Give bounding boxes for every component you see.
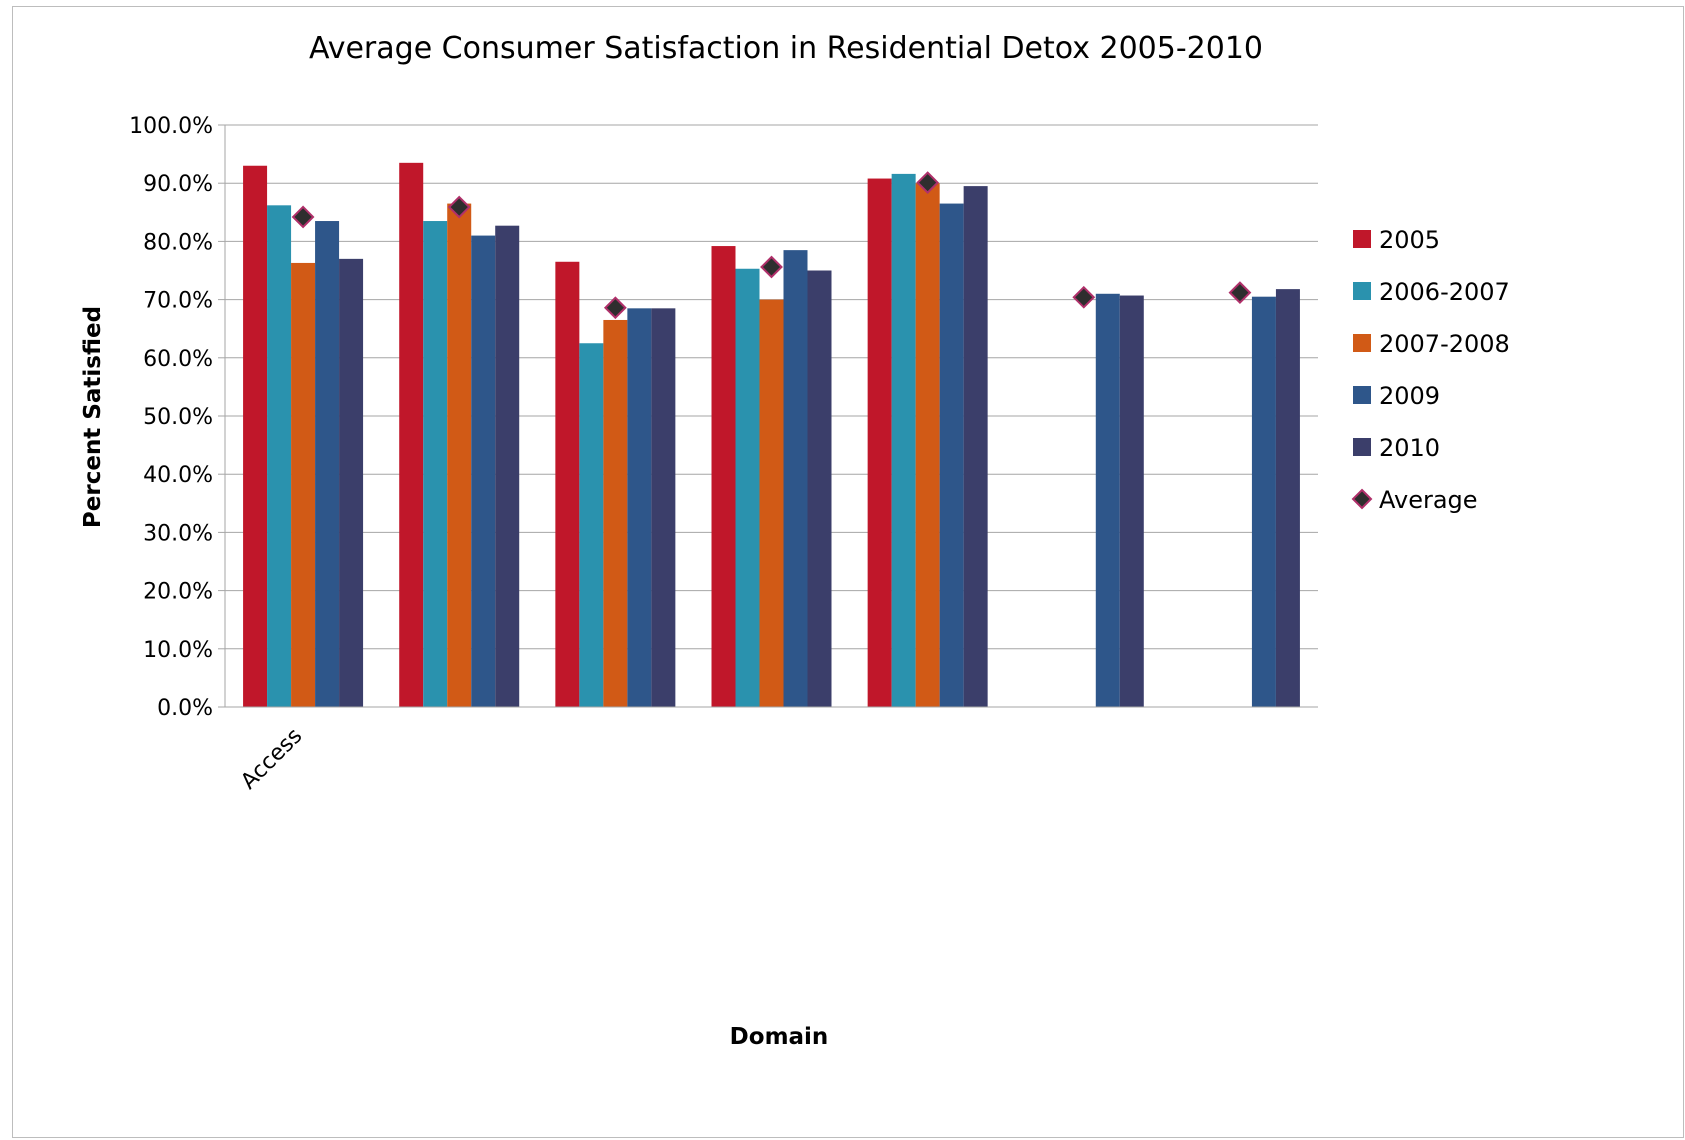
bar-2007-2008 (291, 262, 316, 707)
bar-2009 (783, 250, 808, 707)
y-tick-label: 60.0% (143, 347, 213, 372)
x-tick-label: Access (236, 724, 307, 795)
bar-2007-2008 (915, 183, 940, 707)
bar-2007-2008 (759, 299, 784, 707)
average-markers (291, 171, 1252, 320)
legend: 2005 2006-2007 2007-2008 2009 2010 Average (1351, 226, 1510, 514)
marker-average (1072, 285, 1096, 309)
y-tick-label: 90.0% (143, 172, 213, 197)
legend-swatch-2005 (1353, 230, 1371, 248)
x-axis-title: Domain (730, 1024, 829, 1050)
legend-label-2005: 2005 (1379, 226, 1440, 254)
bar-chart: Average Consumer Satisfaction in Residen… (80, 31, 1510, 1050)
bar-2009 (1095, 293, 1120, 707)
legend-label-average: Average (1379, 486, 1478, 514)
y-tick-label: 0.0% (157, 696, 213, 721)
marker-average (760, 255, 783, 279)
bar-2009 (471, 235, 496, 707)
marker-average (603, 296, 627, 320)
y-tick-label: 50.0% (143, 405, 213, 430)
bar-2006-2007 (735, 268, 760, 707)
marker-average (916, 171, 940, 195)
y-tick-label: 80.0% (143, 230, 213, 255)
y-tick-label: 20.0% (143, 580, 213, 605)
chart-title: Average Consumer Satisfaction in Residen… (309, 31, 1263, 66)
bar-2006-2007 (579, 343, 604, 707)
legend-label-2010: 2010 (1379, 434, 1440, 462)
bar-2010 (1119, 295, 1144, 707)
legend-swatch-2010 (1353, 438, 1371, 456)
chart-frame: Average Consumer Satisfaction in Residen… (12, 6, 1684, 1138)
x-axis-ticks: Access (225, 706, 1318, 795)
legend-label-2009: 2009 (1379, 382, 1440, 410)
y-tick-label: 70.0% (143, 289, 213, 314)
bar-2010 (963, 186, 988, 708)
bar-2010 (1275, 289, 1300, 707)
bar-2009 (1251, 296, 1276, 707)
y-tick-label: 40.0% (143, 463, 213, 488)
legend-swatch-2007-2008 (1353, 334, 1371, 352)
bar-2007-2008 (447, 203, 472, 707)
y-tick-label: 100.0% (129, 114, 213, 139)
y-tick-label: 10.0% (143, 638, 213, 663)
bar-2005 (711, 246, 736, 707)
y-axis-title: Percent Satisfied (80, 306, 106, 528)
y-axis-ticks: 0.0% 10.0% 20.0% 30.0% 40.0% 50.0% 60.0% 70.0% 8… (129, 114, 225, 721)
marker-average (447, 195, 471, 219)
bar-2010 (651, 308, 676, 707)
bar-2010 (339, 258, 364, 707)
legend-label-2007-2008: 2007-2008 (1379, 330, 1510, 358)
bar-2005 (867, 178, 892, 707)
bar-2006-2007 (891, 173, 916, 707)
bar-2009 (939, 203, 964, 707)
bar-2005 (555, 261, 580, 707)
bar-2010 (807, 270, 832, 707)
bar-2006-2007 (267, 205, 292, 708)
legend-swatch-2006-2007 (1353, 282, 1371, 300)
bar-2009 (315, 221, 340, 707)
bar-2010 (495, 225, 520, 707)
bars (243, 162, 1300, 708)
bar-2009 (627, 308, 652, 707)
legend-swatch-average (1351, 488, 1373, 510)
bar-2005 (243, 165, 268, 708)
y-tick-label: 30.0% (143, 521, 213, 546)
legend-label-2006-2007: 2006-2007 (1379, 278, 1510, 306)
marker-average (291, 205, 315, 229)
bar-2007-2008 (603, 319, 628, 707)
bar-2005 (399, 162, 424, 707)
bar-2006-2007 (423, 221, 448, 707)
legend-swatch-2009 (1353, 386, 1371, 404)
marker-average (1228, 281, 1252, 305)
